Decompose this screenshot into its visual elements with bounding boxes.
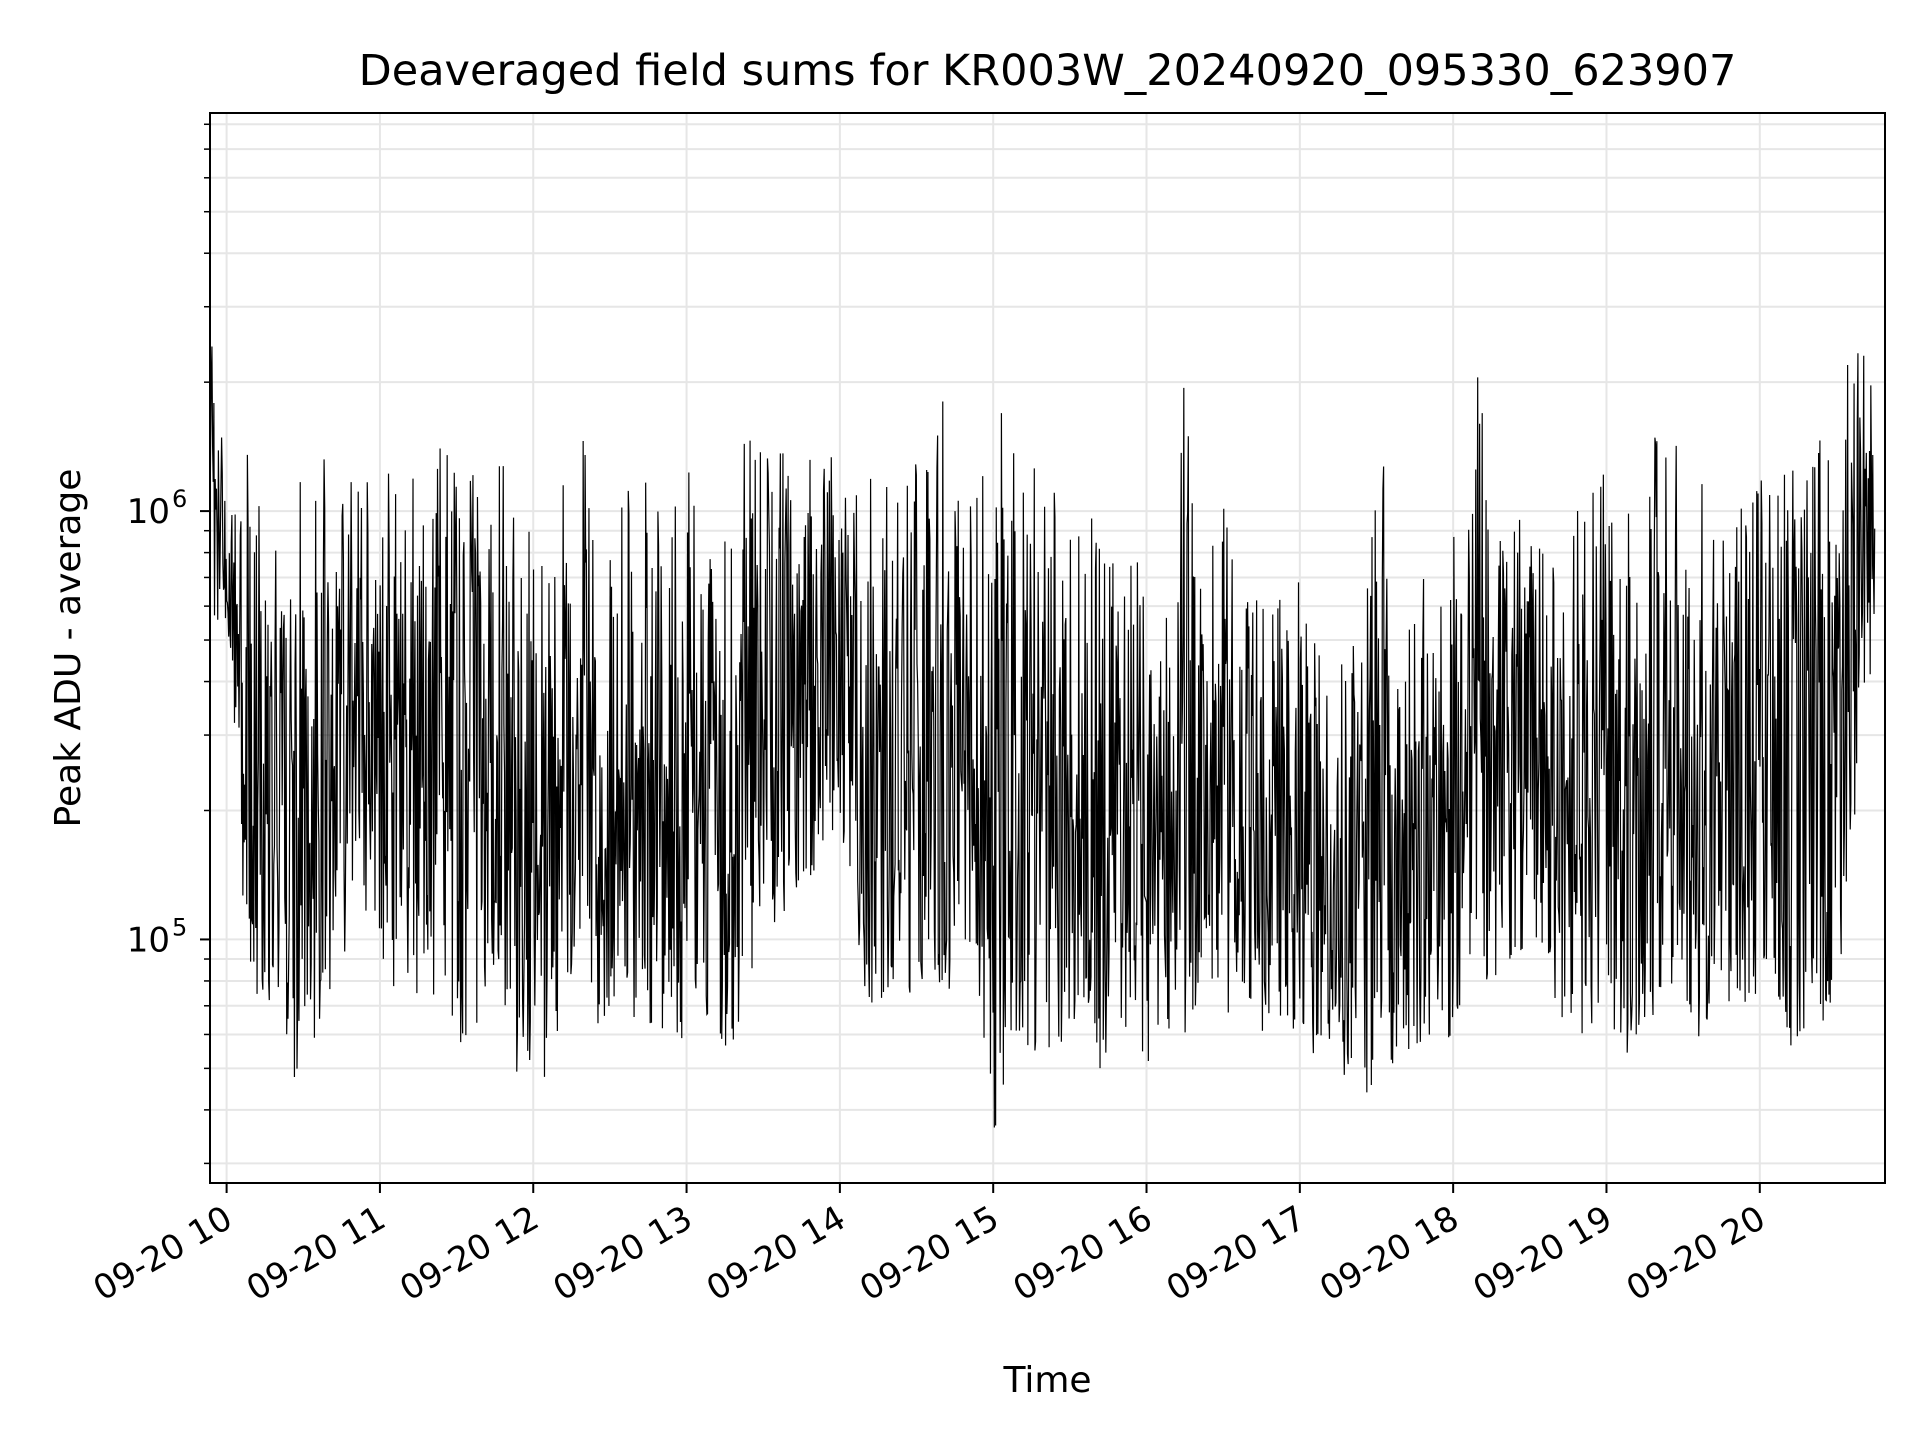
chart-title: Deaveraged field sums for KR003W_2024092… [359,46,1737,96]
y-tick-label: 10 [127,920,170,960]
y-tick-label-exponent: 5 [172,913,187,941]
x-axis-label: Time [1002,1360,1091,1401]
series-line [210,346,1876,1128]
series-line-group [210,346,1876,1128]
y-axis-label: Peak ADU - average [48,469,89,828]
y-tick-label: 10 [127,492,170,532]
plot-frame [209,112,1886,1184]
y-tick-label-exponent: 6 [172,485,187,513]
